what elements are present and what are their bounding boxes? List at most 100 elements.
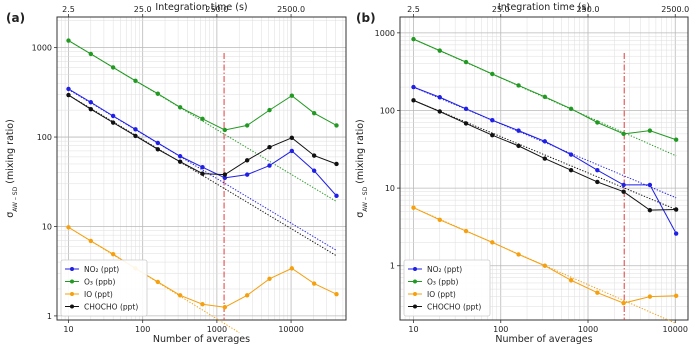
data-point-series-4 <box>222 172 228 177</box>
data-point-series-1 <box>311 168 317 173</box>
data-point-series-4 <box>673 207 679 212</box>
data-point-series-3 <box>490 240 495 245</box>
data-point-series-1 <box>222 175 228 181</box>
legend-swatch-marker <box>413 292 417 296</box>
panel-label: (b) <box>356 11 376 25</box>
data-point-series-1 <box>88 100 94 105</box>
legend-swatch-marker <box>70 292 74 296</box>
data-point-series-2 <box>133 78 138 84</box>
y-axis-label: σAW – SD (mixing ratio) <box>355 119 369 218</box>
data-point-series-4 <box>311 153 317 158</box>
data-point-series-1 <box>244 172 250 177</box>
y-tick-label: 10 <box>42 222 52 231</box>
y-axis-label: σAW – SD (mixing ratio) <box>5 119 19 218</box>
data-point-series-1 <box>411 84 416 90</box>
x-tick-label: 100 <box>135 325 150 334</box>
data-point-series-1 <box>334 193 339 199</box>
data-point-series-3 <box>88 238 94 244</box>
chart-panel-1: 10 100 1000 10000 2.5 25.0 250.0 2500.0 1 10 100 10… <box>5 2 347 344</box>
data-point-series-2 <box>595 120 600 125</box>
data-point-series-2 <box>411 36 416 42</box>
data-point-series-3 <box>222 305 228 310</box>
x2-tick-label: 2.5 <box>407 5 420 14</box>
x2-axis-label: Integration time (s) <box>155 2 247 13</box>
legend-box <box>403 259 491 317</box>
data-point-series-2 <box>177 105 183 110</box>
legend-entry-label: O₃ (ppb) <box>427 277 459 286</box>
legend-swatch-marker <box>70 279 74 284</box>
x2-tick-label: 250.0 <box>577 5 600 14</box>
data-point-series-4 <box>200 171 205 176</box>
data-point-series-2 <box>222 127 228 133</box>
series-line-4 <box>68 94 337 176</box>
data-point-series-3 <box>155 279 161 285</box>
data-point-series-4 <box>289 135 295 141</box>
data-point-series-3 <box>595 290 600 295</box>
data-point-series-3 <box>542 263 548 268</box>
x-axis-label: Number of averages <box>153 334 250 344</box>
data-point-series-1 <box>200 165 205 170</box>
y-tick-label: 1000 <box>375 29 395 38</box>
data-point-series-1 <box>568 152 574 157</box>
data-point-series-4 <box>267 145 272 150</box>
data-point-series-2 <box>621 131 626 137</box>
data-point-series-3 <box>311 281 317 286</box>
x2-axis-label: Integration time (s) <box>498 2 590 13</box>
grid <box>399 17 688 321</box>
data-point-series-1 <box>647 182 653 188</box>
data-point-series-2 <box>542 94 548 100</box>
data-point-series-3 <box>200 302 205 307</box>
y-tick-label: 10 <box>385 184 395 193</box>
data-point-series-2 <box>200 116 205 121</box>
series-line-2 <box>68 40 337 131</box>
x-tick-label: 1000 <box>578 325 598 334</box>
data-point-series-4 <box>177 159 183 164</box>
data-point-series-2 <box>568 106 574 112</box>
data-point-series-4 <box>110 120 116 125</box>
data-point-series-2 <box>244 123 250 128</box>
data-point-series-3 <box>673 293 679 298</box>
data-point-series-4 <box>490 133 495 138</box>
legend-swatch-marker <box>70 304 74 309</box>
data-point-series-1 <box>516 128 521 133</box>
y-tick-label: 1 <box>47 312 52 321</box>
data-point-series-3 <box>177 293 183 298</box>
data-point-series-4 <box>595 179 600 185</box>
data-point-series-3 <box>289 266 295 271</box>
data-point-series-1 <box>463 106 469 112</box>
data-point-series-4 <box>155 147 161 152</box>
data-point-series-3 <box>437 217 442 223</box>
data-point-series-3 <box>66 225 71 230</box>
y-tick-label: 100 <box>37 133 52 142</box>
y-tick-label: 1000 <box>32 44 52 53</box>
legend-swatch-marker <box>70 267 74 271</box>
legend: NO₂ (ppt) O₃ (ppb) IO (ppt) CHOCHO (ppt) <box>60 259 148 317</box>
data-point-series-1 <box>267 163 272 168</box>
data-point-series-2 <box>289 93 295 98</box>
plot-frame <box>56 16 347 321</box>
panel-label: (a) <box>6 11 25 25</box>
x2-tick-label: 2500.0 <box>661 5 689 14</box>
data-point-series-4 <box>133 133 138 139</box>
legend-swatch-marker <box>413 267 417 271</box>
data-point-series-1 <box>542 139 548 144</box>
plot-frame <box>399 16 689 321</box>
fit-line-series-4 <box>413 99 677 210</box>
data-point-series-4 <box>621 189 626 194</box>
x2-tick-label: 250.0 <box>205 5 228 14</box>
data-point-series-4 <box>516 143 521 149</box>
legend-swatch-marker <box>413 304 417 309</box>
data-point-series-3 <box>647 294 653 299</box>
x-tick-label: 100 <box>493 325 508 334</box>
data-point-series-4 <box>66 92 71 98</box>
data-point-series-1 <box>673 231 679 236</box>
y-tick-label: 100 <box>380 106 395 115</box>
x-tick-label: 10000 <box>278 325 303 334</box>
data-point-series-2 <box>437 48 442 53</box>
legend-swatch-marker <box>413 279 417 284</box>
data-point-series-4 <box>463 121 469 126</box>
data-point-series-1 <box>595 168 600 173</box>
legend-entry-label: CHOCHO (ppt) <box>427 302 481 311</box>
data-point-series-2 <box>155 91 161 96</box>
legend-entry-label: O₃ (ppb) <box>84 277 116 286</box>
